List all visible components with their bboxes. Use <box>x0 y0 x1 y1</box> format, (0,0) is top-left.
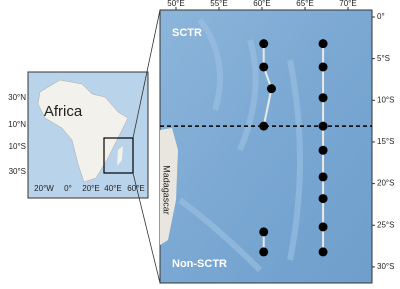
station <box>318 121 328 131</box>
lat-tick-label: 15°S <box>377 137 394 146</box>
lon-tick-label: 55°E <box>210 0 227 8</box>
region-label: SCTR <box>172 27 202 39</box>
inset-lat-label: 10°S <box>9 142 26 151</box>
station <box>259 39 269 49</box>
lon-tick-label: 65°E <box>296 0 313 8</box>
madagascar-inset <box>117 146 123 166</box>
station <box>318 247 328 257</box>
station <box>318 145 328 155</box>
region-label: Non-SCTR <box>172 258 227 270</box>
lon-tick-label: 70°E <box>339 0 356 8</box>
africa-land <box>37 79 129 183</box>
connector <box>132 9 161 139</box>
lat-tick-label: 10°S <box>377 95 394 104</box>
station <box>259 121 269 131</box>
lat-tick-label: 30°S <box>377 262 394 271</box>
main-map <box>159 9 373 284</box>
lon-tick-label: 50°E <box>167 0 184 8</box>
bathymetry <box>178 18 303 273</box>
station <box>259 62 269 72</box>
station <box>318 194 328 204</box>
lat-tick-label: 20°S <box>377 179 394 188</box>
station <box>259 247 269 257</box>
connector <box>132 172 161 284</box>
inset-lat-label: 30°N <box>8 93 26 102</box>
inset-lat-label: 30°S <box>9 167 26 176</box>
inset-lon-label: 0° <box>64 184 72 193</box>
madagascar-land <box>160 128 178 245</box>
inset-lon-label: 20°E <box>82 184 99 193</box>
station <box>259 227 269 237</box>
station <box>318 62 328 72</box>
island-label: Madagascar <box>162 165 172 215</box>
station <box>318 222 328 232</box>
inset-lon-label: 40°E <box>104 184 121 193</box>
focus-box <box>103 137 134 174</box>
inset-lat-label: 10°N <box>8 120 26 129</box>
continent-label: Africa <box>44 103 83 120</box>
station <box>318 93 328 103</box>
station <box>318 172 328 182</box>
inset-lon-label: 20°W <box>34 184 54 193</box>
station <box>318 39 328 49</box>
lat-tick-label: 25°S <box>377 220 394 229</box>
station <box>266 84 276 94</box>
inset-lon-label: 60°E <box>127 184 144 193</box>
cruise-track <box>262 88 273 127</box>
lon-tick-label: 60°E <box>253 0 270 8</box>
lat-tick-label: 5°S <box>377 54 390 63</box>
lat-tick-label: 0° <box>377 12 385 21</box>
